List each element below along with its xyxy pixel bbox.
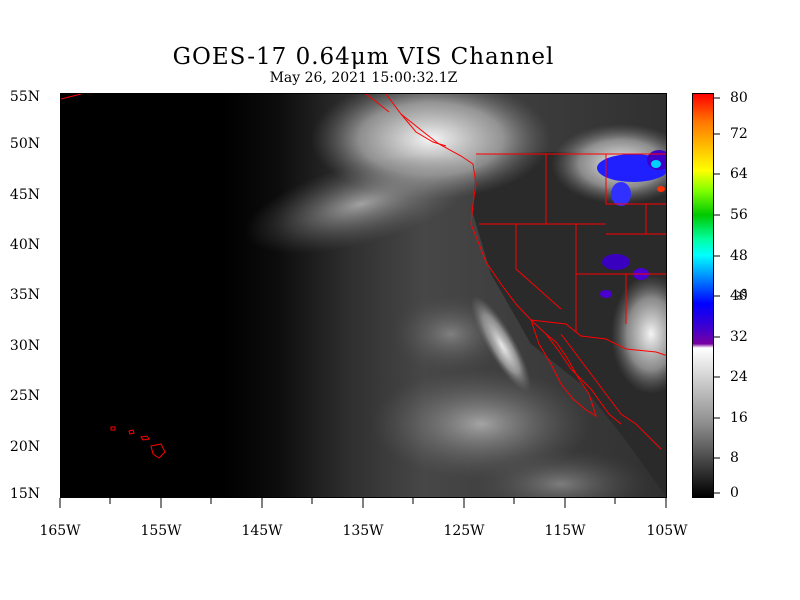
colorbar: [692, 93, 714, 498]
cloud-south-east: [471, 449, 651, 497]
colorbar-label-64: 64: [730, 166, 748, 182]
lat-label-20n: 20N: [9, 439, 40, 455]
colorbar-label-16: 16: [730, 410, 748, 426]
lat-label-30n: 30N: [9, 338, 40, 354]
colorbar-label-24: 24: [730, 369, 748, 385]
colorbar-label-32: 32: [730, 329, 748, 345]
colorbar-label-72: 72: [730, 126, 748, 142]
satellite-image: [60, 93, 667, 498]
lon-label-125w: 125W: [443, 523, 485, 539]
colorbar-label-80: 80: [730, 90, 748, 106]
lon-label-155w: 155W: [140, 523, 182, 539]
lon-label-115w: 115W: [544, 523, 586, 539]
lat-label-35n: 35N: [9, 287, 40, 303]
lat-label-50n: 50N: [9, 136, 40, 152]
cloud-band-frontal: [244, 154, 478, 254]
lat-label-55n: 55N: [9, 89, 40, 105]
lat-label-25n: 25N: [9, 388, 40, 404]
cloud-mid: [391, 294, 511, 374]
lon-label-105w: 105W: [646, 523, 688, 539]
lat-label-45n: 45N: [9, 187, 40, 203]
colorbar-label-0: 0: [730, 485, 739, 501]
satellite-map-svg: [61, 94, 666, 497]
colorbar-label-40: 40: [730, 288, 748, 304]
colorbar-gradient: [693, 94, 713, 497]
lon-label-135w: 135W: [342, 523, 384, 539]
lon-label-165w: 165W: [39, 523, 81, 539]
political-borders: [61, 94, 666, 459]
colorbar-label-8: 8: [730, 450, 739, 466]
cold-cloud-tops: [597, 150, 666, 298]
lat-label-40n: 40N: [9, 237, 40, 253]
colorbar-label-56: 56: [730, 207, 748, 223]
lon-label-145w: 145W: [241, 523, 283, 539]
cloud-interior: [611, 274, 666, 394]
colorbar-label-48: 48: [730, 248, 748, 264]
map-title: GOES-17 0.64μm VIS Channel: [172, 44, 555, 70]
colorbar-unit: %: [733, 288, 748, 301]
map-timestamp: May 26, 2021 15:00:32.1Z: [269, 70, 458, 86]
lat-label-15n: 15N: [9, 486, 40, 502]
